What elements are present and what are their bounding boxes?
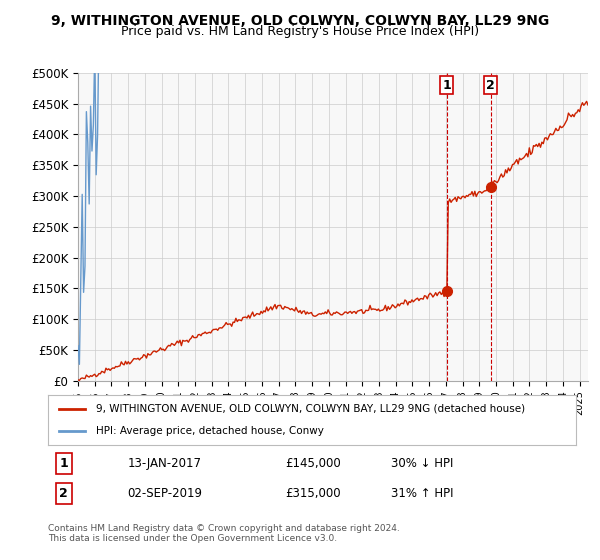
Text: Price paid vs. HM Land Registry's House Price Index (HPI): Price paid vs. HM Land Registry's House … [121,25,479,38]
Text: 30% ↓ HPI: 30% ↓ HPI [391,457,454,470]
Text: £145,000: £145,000 [286,457,341,470]
Text: 2: 2 [486,79,495,92]
Text: 02-SEP-2019: 02-SEP-2019 [127,487,202,500]
Text: 9, WITHINGTON AVENUE, OLD COLWYN, COLWYN BAY, LL29 9NG (detached house): 9, WITHINGTON AVENUE, OLD COLWYN, COLWYN… [95,404,524,414]
Text: 13-JAN-2017: 13-JAN-2017 [127,457,201,470]
Text: 1: 1 [59,457,68,470]
Text: 2: 2 [59,487,68,500]
Text: 1: 1 [442,79,451,92]
Text: £315,000: £315,000 [286,487,341,500]
Text: 31% ↑ HPI: 31% ↑ HPI [391,487,454,500]
Text: Contains HM Land Registry data © Crown copyright and database right 2024.
This d: Contains HM Land Registry data © Crown c… [48,524,400,543]
Text: HPI: Average price, detached house, Conwy: HPI: Average price, detached house, Conw… [95,426,323,436]
Text: 9, WITHINGTON AVENUE, OLD COLWYN, COLWYN BAY, LL29 9NG: 9, WITHINGTON AVENUE, OLD COLWYN, COLWYN… [51,14,549,28]
